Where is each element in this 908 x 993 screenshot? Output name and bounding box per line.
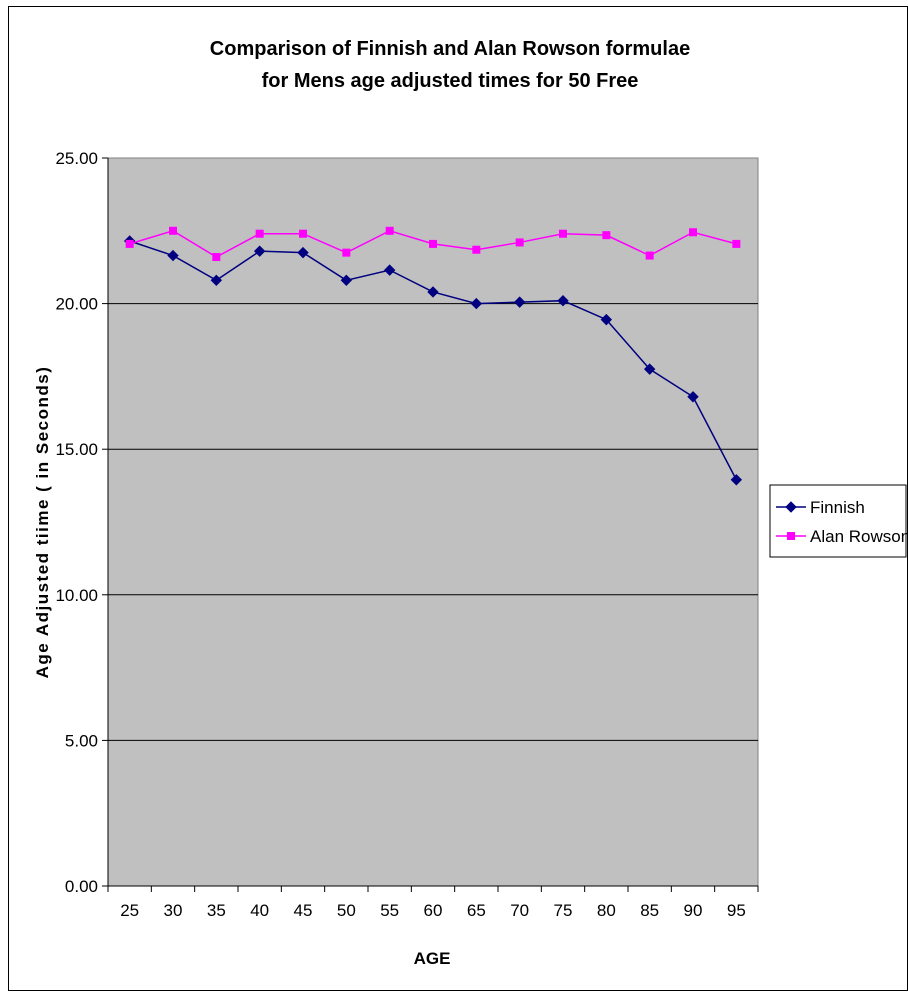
data-point-alan-rowson <box>645 251 654 260</box>
chart-subtitle: for Mens age adjusted times for 50 Free <box>261 70 639 92</box>
x-tick-label: 40 <box>250 901 269 920</box>
data-point-alan-rowson <box>515 238 524 247</box>
y-tick-label: 5.00 <box>65 731 98 750</box>
data-point-alan-rowson <box>732 239 741 248</box>
x-tick-labels: 25 30 35 40 45 50 55 60 65 70 75 80 85 90 95 <box>107 886 759 920</box>
data-point-finnish <box>210 274 223 287</box>
data-point-finnish <box>297 246 309 259</box>
legend-item-finnish: Finnish <box>776 498 865 517</box>
data-point-alan-rowson <box>342 248 351 257</box>
data-point-alan-rowson <box>299 229 307 238</box>
x-tick-label: 95 <box>727 901 746 920</box>
x-tick-label: 50 <box>337 901 356 920</box>
legend-item-alan-rowson: Alan Rowson <box>776 527 908 546</box>
data-point-finnish <box>513 296 526 308</box>
data-point-alan-rowson <box>602 231 611 240</box>
x-tick-label: 30 <box>164 901 183 920</box>
y-tick-label: 20.00 <box>55 295 98 314</box>
legend-label: Finnish <box>810 498 865 517</box>
x-tick-label: 85 <box>640 901 659 920</box>
y-axis-title: Age Adjusted tiime ( in Seconds) <box>33 366 52 679</box>
plot-area <box>107 157 759 887</box>
y-tick-label: 25.00 <box>55 149 98 168</box>
data-point-alan-rowson <box>169 226 177 235</box>
series-alan-rowson <box>125 226 741 262</box>
x-axis-title: AGE <box>414 949 451 968</box>
x-tick-label: 90 <box>684 901 703 920</box>
data-point-finnish <box>730 474 743 486</box>
data-point-finnish <box>557 294 569 307</box>
data-point-alan-rowson <box>689 228 697 237</box>
data-point-alan-rowson <box>125 239 134 248</box>
x-tick-label: 35 <box>207 901 226 920</box>
data-point-finnish <box>600 313 613 326</box>
chart-title: Comparison of Finnish and Alan Rowson fo… <box>209 38 691 60</box>
legend-marker <box>787 532 795 540</box>
x-tick-label: 65 <box>467 901 486 920</box>
data-point-finnish <box>687 391 699 403</box>
data-point-alan-rowson <box>472 245 481 254</box>
data-point-finnish <box>253 245 266 257</box>
x-tick-label: 60 <box>424 901 443 920</box>
gridlines <box>108 303 758 741</box>
data-point-finnish <box>470 297 483 310</box>
data-point-finnish <box>427 286 439 298</box>
legend-label: Alan Rowson <box>810 527 908 546</box>
data-point-finnish <box>167 249 179 262</box>
x-tick-label: 45 <box>294 901 313 920</box>
data-point-alan-rowson <box>212 253 221 262</box>
legend: Finnish Alan Rowson <box>769 484 908 558</box>
data-point-finnish <box>383 264 396 276</box>
series-finnish <box>123 235 743 486</box>
legend-box <box>769 484 907 558</box>
x-tick-label: 25 <box>120 901 139 920</box>
data-point-finnish <box>643 363 656 375</box>
x-tick-label: 80 <box>597 901 616 920</box>
y-tick-label: 15.00 <box>55 440 98 459</box>
legend-marker <box>785 501 797 513</box>
data-point-alan-rowson <box>385 226 394 235</box>
data-point-finnish <box>340 274 353 287</box>
y-tick-label: 0.00 <box>65 877 98 896</box>
data-point-alan-rowson <box>429 239 437 248</box>
data-point-alan-rowson <box>559 229 567 238</box>
series-layer <box>123 226 743 486</box>
data-point-alan-rowson <box>255 229 264 238</box>
y-tick-labels: 0.00 5.00 10.00 15.00 20.00 25.00 <box>55 149 108 896</box>
y-tick-label: 10.00 <box>55 586 98 605</box>
axes <box>107 158 758 887</box>
x-tick-label: 75 <box>554 901 573 920</box>
x-tick-label: 70 <box>510 901 529 920</box>
x-tick-label: 55 <box>380 901 399 920</box>
